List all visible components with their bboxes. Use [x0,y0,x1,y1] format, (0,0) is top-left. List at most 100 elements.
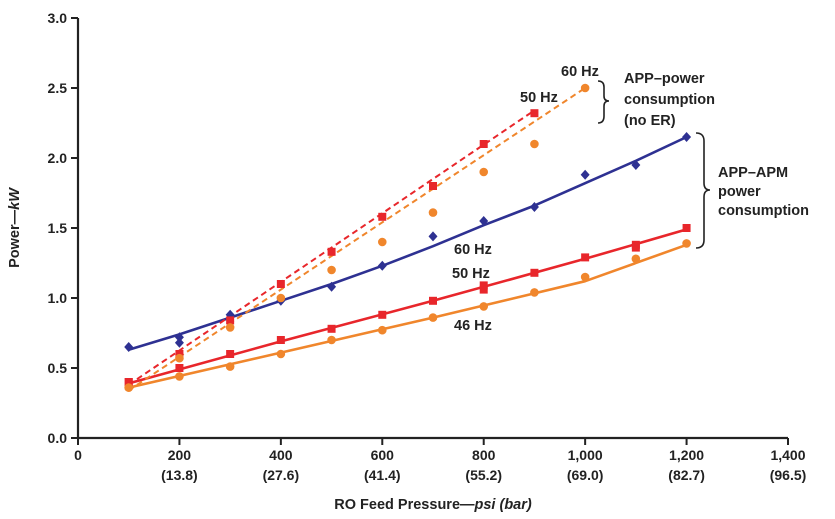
solid-fit-line [128,243,688,389]
x-tick-sublabel: (55.2) [465,467,502,483]
data-point-circle [530,288,539,297]
data-point-circle [225,323,235,332]
x-tick-sublabel: (96.5) [770,467,807,483]
x-ticks: 0 200 (13.8) 400 (27.6) 600 (41.4) 800 (55.2) 1,0… [74,438,806,483]
x-axis-title-main: RO Feed Pressure— [334,497,475,513]
y-tick-label: 1.0 [48,290,68,306]
y-ticks: 0.0 0.5 1.0 1.5 2.0 2.5 3.0 [48,10,78,446]
data-point-circle [428,313,438,322]
data-point-diamond [174,337,184,348]
x-tick-label: 400 [269,447,293,463]
data-point-square [276,280,285,288]
data-point-circle [479,302,489,311]
data-point-diamond [580,169,590,180]
data-point-circle [428,208,438,217]
data-point-circle [377,237,387,247]
data-point-square [429,182,437,190]
app-bracket-label: APP–power consumption (no ER) [624,71,719,129]
x-tick-sublabel: (82.7) [668,467,705,483]
axes: 0 200 (13.8) 400 (27.6) 600 (41.4) 800 (55.2) 1,0… [48,10,807,483]
data-point-circle [377,325,387,335]
data-point-diamond [377,260,387,271]
data-point-circle [530,139,539,149]
data-point-square [631,240,640,249]
app-bracket [597,80,610,124]
x-tick-label: 1,200 [669,447,704,463]
data-point-square [175,364,184,372]
data-point-circle [682,239,691,248]
data-point-diamond [327,281,337,292]
data-point-square [530,268,539,277]
data-point-square [226,316,235,325]
data-markers [124,83,692,392]
data-point-square [276,336,285,344]
data-point-circle [479,167,489,177]
apm-bracket-line-1: APP–APM [718,165,788,181]
data-point-circle [580,272,590,282]
label-60hz-app: 60 Hz [561,64,599,80]
label-46hz-apm: 46 Hz [454,318,492,334]
data-point-diamond [124,342,134,352]
x-tick-label: 1,000 [568,447,603,463]
x-tick-sublabel: (13.8) [161,467,198,483]
apm-bracket-line-3: consumption [718,203,809,219]
app-bracket-line-3: (no ER) [624,113,676,129]
label-50hz-app: 50 Hz [520,90,558,106]
data-point-diamond [529,202,539,212]
data-point-square [581,253,590,262]
data-point-diamond [428,231,438,242]
x-tick-sublabel: (27.6) [263,467,300,483]
data-point-square [327,247,336,256]
data-point-circle [631,254,641,264]
data-point-diamond [682,132,692,142]
data-point-circle [225,362,235,371]
dashed-fit-line [128,109,535,386]
y-tick-label: 3.0 [48,10,68,26]
y-axis-title: Power—kW [7,187,23,268]
x-tick-label: 1,400 [770,447,805,463]
data-point-square [530,109,539,118]
x-tick-label: 200 [168,447,192,463]
label-50hz-apm: 50 Hz [452,266,490,282]
data-point-square [479,140,488,148]
data-point-diamond [631,160,641,170]
data-point-circle [327,335,336,345]
y-tick-label: 2.0 [48,150,68,166]
data-point-circle [124,383,134,392]
x-tick-label: 0 [74,447,82,463]
x-axis-title-unit: psi (bar) [474,497,532,513]
data-point-square [327,324,336,333]
apm-bracket-line-2: power [718,184,761,200]
x-tick-label: 800 [472,447,496,463]
x-axis-title: RO Feed Pressure—psi (bar) [334,497,532,513]
data-point-diamond [479,216,489,226]
x-tick-sublabel: (41.4) [364,467,401,483]
data-point-circle [276,293,286,303]
data-point-square [378,212,387,221]
app-bracket-line-1: APP–power [624,71,705,87]
y-tick-label: 2.5 [48,80,68,96]
fit-lines [128,87,688,392]
app-bracket-line-2: consumption [624,92,715,108]
data-point-square [479,285,488,294]
label-60hz-apm: 60 Hz [454,242,492,258]
y-axis-title-unit: kW [7,187,23,210]
y-axis-title-main: Power— [7,209,23,268]
solid-fit-line [128,228,687,385]
data-point-circle [327,265,336,275]
solid-fit-line [128,135,688,352]
data-point-square [682,224,691,232]
y-tick-label: 0.5 [48,360,68,376]
data-point-square [378,310,387,319]
y-tick-label: 1.5 [48,220,68,236]
data-point-circle [175,372,184,381]
x-tick-sublabel: (69.0) [567,467,604,483]
data-point-circle [580,83,590,93]
data-point-circle [276,349,286,359]
data-point-square [429,296,437,305]
x-tick-label: 600 [371,447,395,463]
apm-bracket [695,132,711,249]
apm-bracket-label: APP–APM power consumption [718,165,809,219]
y-tick-label: 0.0 [48,430,68,446]
